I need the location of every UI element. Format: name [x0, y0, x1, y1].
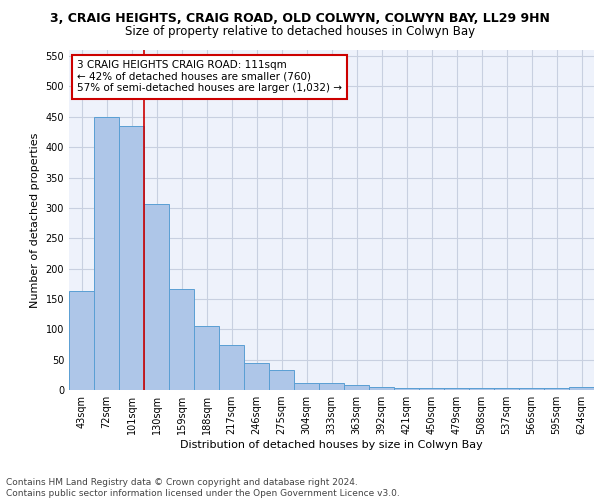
Bar [244, 362, 269, 390]
Bar [219, 345, 244, 390]
Bar [444, 388, 469, 390]
Text: 3 CRAIG HEIGHTS CRAIG ROAD: 111sqm
← 42% of detached houses are smaller (760)
57: 3 CRAIG HEIGHTS CRAIG ROAD: 111sqm ← 42%… [77, 60, 342, 94]
Bar [144, 204, 169, 390]
Bar [344, 385, 369, 390]
Bar [544, 388, 569, 390]
Bar [519, 388, 544, 390]
Text: Contains HM Land Registry data © Crown copyright and database right 2024.
Contai: Contains HM Land Registry data © Crown c… [6, 478, 400, 498]
Bar [494, 388, 519, 390]
Bar [419, 388, 444, 390]
Text: Size of property relative to detached houses in Colwyn Bay: Size of property relative to detached ho… [125, 25, 475, 38]
Bar [294, 384, 319, 390]
Bar [394, 388, 419, 390]
Bar [569, 387, 594, 390]
Bar [319, 384, 344, 390]
Bar [119, 126, 144, 390]
Y-axis label: Number of detached properties: Number of detached properties [30, 132, 40, 308]
Bar [194, 326, 219, 390]
X-axis label: Distribution of detached houses by size in Colwyn Bay: Distribution of detached houses by size … [180, 440, 483, 450]
Bar [369, 387, 394, 390]
Bar [169, 288, 194, 390]
Bar [94, 117, 119, 390]
Text: 3, CRAIG HEIGHTS, CRAIG ROAD, OLD COLWYN, COLWYN BAY, LL29 9HN: 3, CRAIG HEIGHTS, CRAIG ROAD, OLD COLWYN… [50, 12, 550, 26]
Bar [69, 291, 94, 390]
Bar [469, 388, 494, 390]
Bar [269, 370, 294, 390]
